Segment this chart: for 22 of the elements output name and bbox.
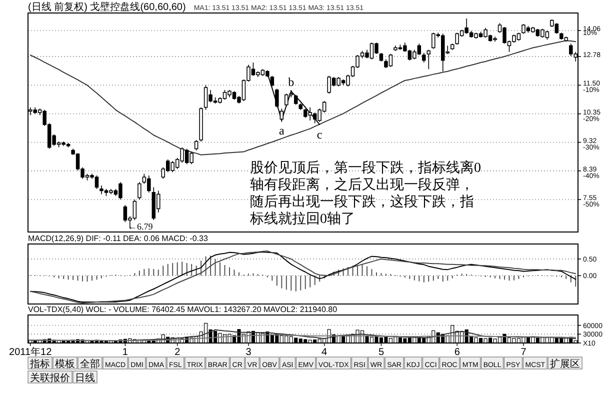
x-tick-label: 6 (454, 347, 460, 358)
chart-title: VOL-TDX(5,40) WOL: - VOLUME: 76402.45 MAVOL1: 143267.20 MAVOL2: 211940.80 (28, 305, 338, 314)
text: 扩展区 (550, 358, 580, 370)
annotation: a (279, 123, 285, 138)
x-tick-label: 7 (520, 347, 527, 358)
text: 全部 (80, 358, 100, 370)
x-tick-label: 4 (322, 347, 328, 358)
x-tick-label: 5 (378, 347, 384, 358)
x-tick-label: 2 (174, 347, 181, 358)
chart-title: (日线 前复权) 戈壁控盘线(60,60,60) (28, 1, 186, 13)
text: 指标 (29, 358, 50, 370)
x-tick-label: 3 (246, 347, 252, 358)
x-tick-label: 2011年12 (9, 346, 52, 358)
annotation: ←6.79 (128, 221, 154, 232)
annotation: 股价见顶后，第一段下跌，指标线离0轴有段距离，之后又出现一段反弹，随后再出现一段下跌，这段下跌，指标线就拉回0轴了 (249, 160, 481, 227)
chart-title: MACD(12,26,9) DIF: -0.11 DEA: 0.06 MACD: -0.33 (28, 234, 208, 243)
text: 关联报价 (30, 372, 70, 384)
x-tick-label: 1 (122, 347, 128, 358)
text: 日线 (75, 372, 95, 384)
annotation: b (288, 75, 294, 90)
annotation: c (316, 128, 322, 142)
text: 模板 (55, 358, 75, 370)
